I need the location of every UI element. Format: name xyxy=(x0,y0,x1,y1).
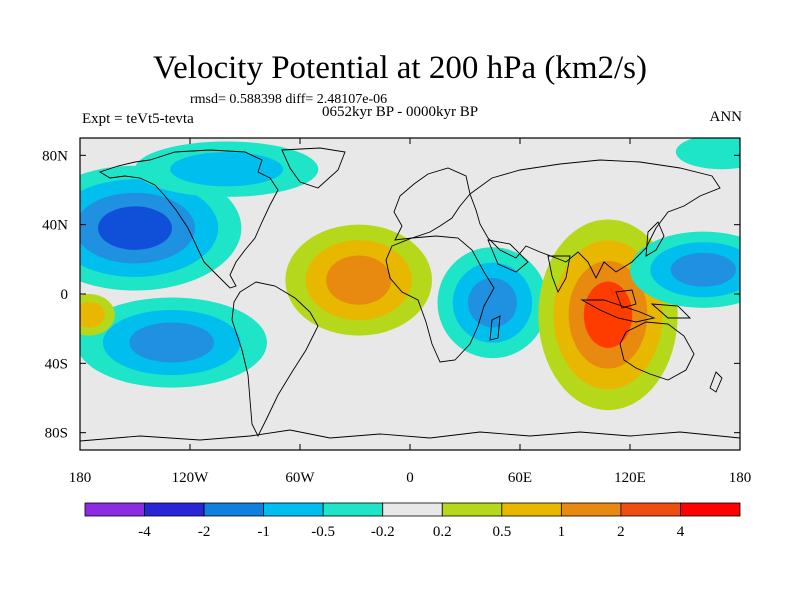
colorbar-swatch xyxy=(560,502,622,517)
colorbar-label: 1 xyxy=(558,524,566,540)
field-africa-indian-negative xyxy=(437,247,548,359)
coast-north-america xyxy=(98,149,279,289)
coast-arabia xyxy=(487,239,529,273)
y-tick-label: 40S xyxy=(45,356,68,372)
colorbar-swatch xyxy=(441,502,503,517)
contour-level xyxy=(670,252,736,287)
colorbar-swatch xyxy=(203,502,265,517)
x-tick-label: 120E xyxy=(614,470,646,486)
x-tick-label: 0 xyxy=(406,470,414,486)
field-east-pacific-positive xyxy=(80,294,115,336)
colorbar: -4 -2 -1 -0.5 -0.2 0.2 0.5 1 2 4 xyxy=(84,502,741,540)
x-tick-label: 60E xyxy=(508,470,532,486)
colorbar-label: -0.2 xyxy=(371,524,395,540)
colorbar-label: -0.5 xyxy=(311,524,335,540)
colorbar-swatch xyxy=(144,502,205,517)
colorbar-swatch xyxy=(501,502,562,517)
y-tick-label: 40N xyxy=(42,218,68,234)
colorbar-swatch xyxy=(84,502,145,517)
field-west-pacific-negative xyxy=(630,231,740,308)
coast-europe xyxy=(393,167,471,241)
colorbar-label: 0.5 xyxy=(492,524,511,540)
coast-japan xyxy=(645,221,665,257)
y-tick-label: 0 xyxy=(61,287,69,303)
contour-level xyxy=(80,302,105,328)
x-tick-label: 180 xyxy=(729,470,752,486)
season-label: ANN xyxy=(709,109,743,125)
contour-field xyxy=(80,138,740,411)
colorbar-label: 2 xyxy=(617,524,625,540)
field-north-america-negative xyxy=(135,141,319,197)
field-atlantic-positive xyxy=(285,224,432,336)
colorbar-swatch xyxy=(620,502,681,517)
colorbar-label: -1 xyxy=(257,524,270,540)
y-tick-label: 80S xyxy=(45,426,68,442)
coast-africa xyxy=(385,235,495,363)
contour-level xyxy=(98,206,172,250)
colorbar-label: 4 xyxy=(677,524,685,540)
coast-indonesia xyxy=(580,299,656,323)
coast-new-zealand xyxy=(709,371,723,393)
coast-australia xyxy=(619,321,695,381)
map-axes: 180 120W 60W 0 60E 120E 180 80N 40N 0 40S 80S xyxy=(42,138,751,486)
colorbar-swatch xyxy=(680,502,741,517)
coast-india xyxy=(547,255,571,294)
contour-level xyxy=(468,278,517,328)
stats-text: rmsd= 0.588398 diff= 2.48107e-06 xyxy=(190,92,388,107)
experiment-label: Expt = teVt5-tevta xyxy=(82,111,194,127)
x-tick-label: 120W xyxy=(172,470,210,486)
contour-level xyxy=(129,322,215,363)
contour-level xyxy=(583,281,633,348)
map-title: Velocity Potential at 200 hPa (km2/s) xyxy=(152,50,648,86)
x-tick-label: 60W xyxy=(285,470,315,486)
contour-level xyxy=(326,255,392,305)
colorbar-swatch xyxy=(263,502,324,517)
period-label: 0652kyr BP - 0000kyr BP xyxy=(322,104,479,120)
coast-south-america xyxy=(231,281,319,438)
colorbar-swatch xyxy=(322,502,384,517)
field-north-pacific-negative xyxy=(80,165,242,291)
colorbar-label: -2 xyxy=(198,524,211,540)
contour-level xyxy=(675,138,740,170)
field-arctic-positive xyxy=(675,138,740,170)
x-tick-label: 180 xyxy=(69,470,92,486)
coastlines xyxy=(80,147,740,442)
coast-antarctica xyxy=(80,429,740,442)
colorbar-label: -4 xyxy=(138,524,151,540)
y-tick-label: 80N xyxy=(42,148,68,164)
colorbar-label: 0.2 xyxy=(433,524,452,540)
colorbar-swatch xyxy=(382,502,443,517)
coast-borneo xyxy=(615,289,637,309)
coast-madagascar xyxy=(489,315,501,341)
contour-level xyxy=(170,152,284,187)
coast-new-guinea xyxy=(650,303,692,319)
coast-greenland xyxy=(281,147,346,189)
field-south-pacific-negative xyxy=(80,297,267,388)
coast-asia xyxy=(469,159,721,280)
